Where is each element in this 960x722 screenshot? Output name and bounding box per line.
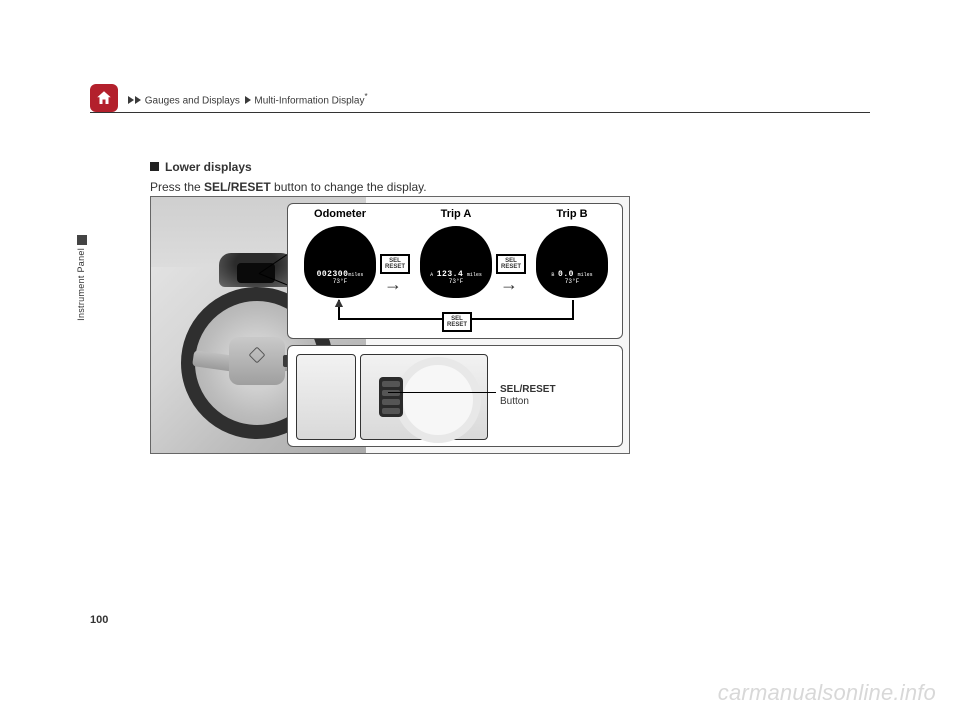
sel-reset-key: SELRESET bbox=[442, 312, 472, 332]
label-odometer: Odometer bbox=[300, 208, 380, 220]
page-number: 100 bbox=[90, 614, 108, 626]
breadcrumb-b: Multi-Information Display bbox=[254, 95, 364, 106]
tripa-unit: miles bbox=[467, 272, 482, 278]
bullet-square-icon bbox=[150, 162, 159, 171]
arrow-right-icon: → bbox=[500, 274, 518, 295]
section-body: Press the SEL/RESET button to change the… bbox=[150, 180, 427, 194]
breadcrumb: Gauges and Displays Multi-Information Di… bbox=[128, 92, 368, 106]
sel-reset-button-label: SEL/RESET Button bbox=[500, 384, 556, 408]
closeup-left bbox=[296, 354, 356, 440]
chevron-right-icon bbox=[128, 96, 134, 104]
tripa-value: 123.4 bbox=[437, 270, 464, 279]
chevron-right-icon bbox=[245, 96, 251, 104]
callout-line bbox=[388, 392, 496, 393]
gauge-odometer: 002300miles 73°F bbox=[304, 226, 376, 298]
breadcrumb-a: Gauges and Displays bbox=[145, 95, 240, 106]
arrow-right-icon: → bbox=[384, 274, 402, 295]
section-tab bbox=[77, 235, 87, 245]
section-body-post: button to change the display. bbox=[271, 180, 427, 194]
sel-reset-key: SELRESET bbox=[380, 254, 410, 274]
tripa-prefix: A bbox=[430, 272, 433, 278]
section-body-pre: Press the bbox=[150, 180, 204, 194]
section-body-bold: SEL/RESET bbox=[204, 180, 271, 194]
figure: Odometer Trip A Trip B 002300miles 73°F … bbox=[150, 196, 630, 454]
gauge-trip-b: B 0.0 miles 73°F bbox=[536, 226, 608, 298]
gauge-trip-a: A 123.4 miles 73°F bbox=[420, 226, 492, 298]
watermark: carmanualsonline.info bbox=[718, 680, 936, 706]
tripb-value: 0.0 bbox=[558, 270, 574, 279]
sel-reset-rest: Button bbox=[500, 396, 529, 407]
section-title: Lower displays bbox=[165, 160, 252, 174]
display-cycle-panel: Odometer Trip A Trip B 002300miles 73°F … bbox=[287, 203, 623, 339]
tripb-prefix: B bbox=[551, 272, 554, 278]
tripb-unit: miles bbox=[578, 272, 593, 278]
chevron-right-icon bbox=[135, 96, 141, 104]
label-trip-a: Trip A bbox=[416, 208, 496, 220]
tripb-temp: 73°F bbox=[565, 278, 579, 285]
odo-value: 002300 bbox=[317, 270, 349, 279]
home-icon[interactable] bbox=[90, 84, 118, 112]
footnote-star: * bbox=[364, 92, 367, 101]
sel-reset-bold: SEL/RESET bbox=[500, 384, 556, 395]
section-side-label: Instrument Panel bbox=[76, 248, 86, 321]
divider bbox=[90, 112, 870, 113]
steering-button-cluster bbox=[379, 377, 403, 417]
sel-reset-key: SELRESET bbox=[496, 254, 526, 274]
section: Lower displays Press the SEL/RESET butto… bbox=[150, 158, 427, 194]
button-closeup-panel: SEL/RESET Button bbox=[287, 345, 623, 447]
arrow-up-icon: ▲ bbox=[332, 294, 346, 310]
odo-temp: 73°F bbox=[333, 278, 347, 285]
closeup-wheel bbox=[360, 354, 488, 440]
label-trip-b: Trip B bbox=[532, 208, 612, 220]
odo-unit: miles bbox=[348, 272, 363, 278]
tripa-temp: 73°F bbox=[449, 278, 463, 285]
